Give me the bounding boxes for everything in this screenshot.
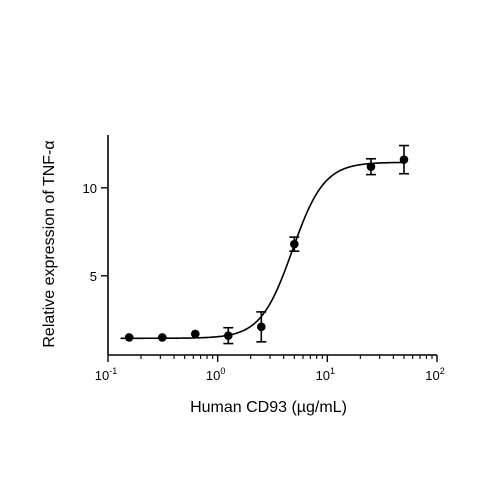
- x-axis-title: Human CD93 (µg/mL): [190, 399, 347, 416]
- data-point: [257, 322, 266, 332]
- x-tick-label: 100: [206, 366, 225, 383]
- data-point: [124, 333, 134, 342]
- x-tick-label: 102: [425, 366, 444, 383]
- data-points-group: [124, 144, 409, 345]
- data-point: [366, 162, 376, 171]
- y-axis-title: Relative expression of TNF-α: [41, 140, 58, 347]
- data-point: [399, 155, 409, 164]
- data-point: [223, 331, 233, 340]
- y-tick-label: 10: [83, 181, 97, 196]
- data-point: [157, 333, 167, 342]
- x-tick-label: 10-1: [95, 366, 117, 383]
- y-tick-label: 5: [90, 269, 97, 284]
- data-point: [290, 239, 299, 249]
- fit-curve: [120, 161, 406, 340]
- x-tick-label: 101: [316, 366, 335, 383]
- axes: 10-1 100 101 102 5 10: [83, 135, 445, 383]
- fit-curve-group: [120, 161, 406, 340]
- data-point: [190, 329, 200, 339]
